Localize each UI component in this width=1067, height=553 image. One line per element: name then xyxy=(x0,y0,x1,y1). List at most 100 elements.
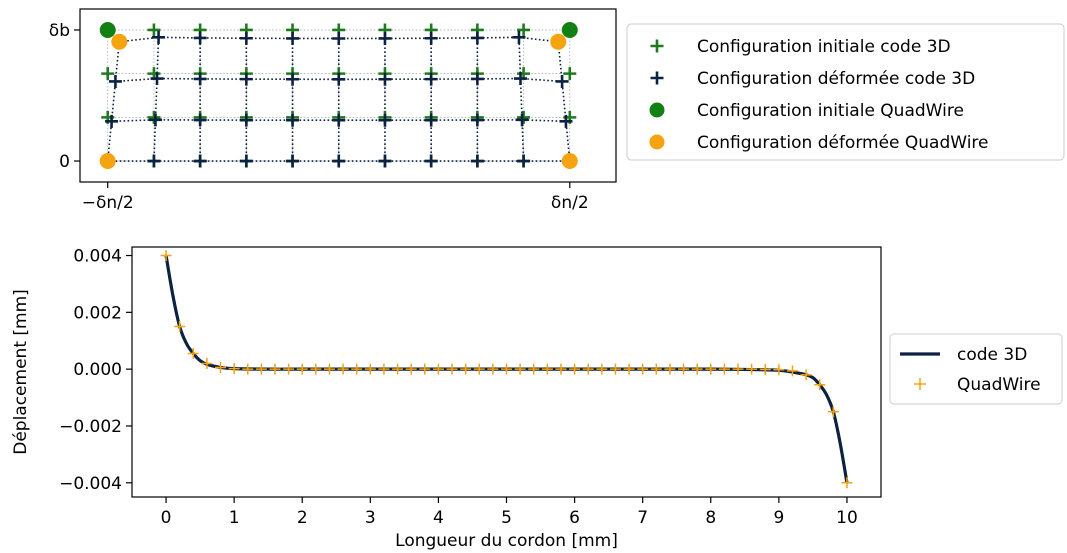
legend-box xyxy=(889,333,1063,405)
deformed-3d-point xyxy=(193,31,207,45)
deformed-grid-row xyxy=(111,119,566,123)
deformed-grid-row xyxy=(115,77,563,83)
y-tick-label: 0.004 xyxy=(73,247,122,267)
quadwire-point xyxy=(759,363,771,375)
initial-3d-point xyxy=(517,23,531,37)
deformed-3d-point xyxy=(150,72,164,86)
quadwire-point xyxy=(555,363,567,375)
legend-label: Configuration initiale QuadWire xyxy=(697,101,964,121)
quadwire-point xyxy=(746,363,758,375)
quadwire-point xyxy=(242,363,254,375)
quadwire-point xyxy=(446,363,458,375)
deformed-3d-point xyxy=(286,154,300,168)
quadwire-point xyxy=(174,321,186,333)
quadwire-point xyxy=(501,363,512,375)
bottom-legend: code 3D QuadWire xyxy=(889,333,1063,405)
legend-marker xyxy=(914,378,926,390)
quadwire-point xyxy=(432,363,444,375)
y-tick-label: 0 xyxy=(59,152,70,172)
deformed-3d-point xyxy=(515,113,529,127)
x-tick-label: δn/2 xyxy=(551,193,589,213)
quadwire-point xyxy=(487,363,499,375)
quadwire-point xyxy=(609,363,621,375)
quadwire-point xyxy=(705,363,717,375)
quadwire-point xyxy=(228,363,240,375)
x-tick-label: 7 xyxy=(637,508,648,528)
legend-marker xyxy=(650,71,664,85)
deformed-3d-point xyxy=(470,113,484,127)
quadwire-point xyxy=(419,363,431,375)
deformed-3d-point xyxy=(332,154,346,168)
quadwire-point xyxy=(718,363,730,375)
quadwire-point xyxy=(841,477,853,489)
quadwire-point xyxy=(732,363,744,375)
quadwire-point xyxy=(201,357,213,369)
deformed-3d-point xyxy=(512,30,526,44)
deformed-3d-point xyxy=(555,74,569,88)
quadwire-point xyxy=(323,363,335,375)
deformed-3d-point xyxy=(286,31,300,45)
quadwire-point xyxy=(378,363,390,375)
quadwire-point xyxy=(337,363,349,375)
x-tick-label: 1 xyxy=(229,508,240,528)
quadwire-point xyxy=(255,363,267,375)
deformed-3d-point xyxy=(105,114,119,128)
legend-label: QuadWire xyxy=(957,375,1041,395)
deformed-quadwire-point xyxy=(99,153,116,170)
deformed-grid-row xyxy=(119,36,559,43)
deformed-3d-point xyxy=(332,113,346,127)
quadwire-point xyxy=(460,363,472,375)
initial-3d-point xyxy=(517,110,531,124)
deformed-3d-point xyxy=(424,154,438,168)
x-tick-label: 0 xyxy=(161,508,172,528)
initial-3d-point xyxy=(563,67,577,81)
deformed-3d-point xyxy=(239,154,253,168)
deformed-3d-point xyxy=(239,113,253,127)
deformed-3d-point xyxy=(332,31,346,45)
deformed-grid-column xyxy=(557,41,571,162)
top-chart-frame xyxy=(79,8,617,183)
quadwire-point xyxy=(364,363,376,375)
quadwire-point xyxy=(269,363,281,375)
quadwire-point xyxy=(283,363,295,375)
quadwire-point xyxy=(800,369,812,381)
quadwire-point xyxy=(160,250,172,262)
deformed-3d-point xyxy=(378,31,392,45)
initial-quadwire-point xyxy=(561,21,578,38)
grid-markers xyxy=(99,21,578,170)
legend-marker xyxy=(649,134,665,150)
deformed-quadwire-point xyxy=(561,153,578,170)
grid-lines xyxy=(106,29,571,162)
quadwire-point xyxy=(827,406,839,418)
deformed-3d-point xyxy=(152,30,166,44)
deformed-3d-point xyxy=(286,72,300,86)
deformed-3d-point xyxy=(239,72,253,86)
quadwire-point xyxy=(296,363,308,375)
quadwire-point xyxy=(215,361,227,373)
y-axis-label: Déplacement [mm] xyxy=(11,289,31,455)
y-tick-label: 0.002 xyxy=(73,303,122,323)
y-tick-label: δb xyxy=(49,21,70,41)
quadwire-point xyxy=(773,364,785,376)
quadwire-point xyxy=(786,365,798,377)
deformed-3d-point xyxy=(424,113,438,127)
grid-deformation-chart: −δn/2 δn/2 0 δb xyxy=(49,8,617,213)
quadwire-point xyxy=(664,363,676,375)
legend-label: Configuration initiale code 3D xyxy=(697,37,951,57)
displacement-marks xyxy=(160,250,853,489)
deformed-quadwire-point xyxy=(111,33,128,50)
initial-3d-point xyxy=(101,67,115,81)
deformed-3d-point xyxy=(378,113,392,127)
quadwire-point xyxy=(473,363,485,375)
x-tick-label: 5 xyxy=(501,508,512,528)
deformed-grid-column xyxy=(153,37,160,162)
initial-quadwire-point xyxy=(99,21,116,38)
deformed-3d-point xyxy=(470,154,484,168)
deformed-3d-point xyxy=(559,114,573,128)
deformed-3d-point xyxy=(286,113,300,127)
quadwire-point xyxy=(814,379,826,391)
deformed-3d-point xyxy=(424,72,438,86)
deformed-3d-point xyxy=(193,154,207,168)
top-chart-ticks: −δn/2 δn/2 0 δb xyxy=(49,21,589,213)
